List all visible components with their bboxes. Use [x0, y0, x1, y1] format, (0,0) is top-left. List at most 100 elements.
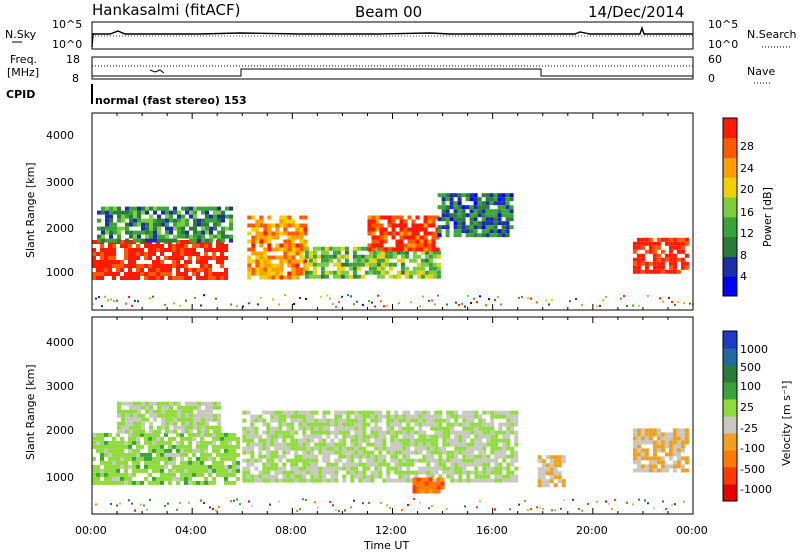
heatmap-cell — [101, 206, 105, 211]
heatmap-cell — [370, 462, 375, 467]
heatmap-cell — [212, 460, 216, 465]
heatmap-cell — [652, 249, 657, 254]
heatmap-cell — [466, 414, 471, 419]
x-tick-1: 04:00 — [175, 524, 207, 537]
heatmap-cell — [290, 466, 295, 471]
heatmap-cell — [290, 474, 295, 479]
heatmap-cell — [306, 426, 311, 431]
heatmap-cell — [432, 254, 437, 259]
heatmap-cell — [458, 442, 463, 447]
heatmap-cell — [270, 466, 275, 471]
heatmap-cell — [101, 226, 105, 231]
heatmap-cell — [322, 466, 327, 471]
velocity-colorbar — [722, 330, 738, 502]
heatmap-cell — [553, 455, 558, 460]
heatmap-cell — [266, 426, 271, 431]
heatmap-cell — [371, 239, 376, 244]
heatmap-cell — [310, 430, 315, 435]
heatmap-cell — [145, 218, 149, 223]
heatmap-cell — [221, 214, 225, 219]
heatmap-cell — [164, 440, 168, 445]
heatmap-cell — [137, 401, 141, 406]
heatmap-cell — [201, 226, 205, 231]
heatmap-cell — [247, 223, 252, 228]
heatmap-cell — [121, 226, 125, 231]
heatmap-cell — [394, 470, 399, 475]
heatmap-cell — [362, 418, 367, 423]
heatmap-cell — [200, 264, 204, 268]
heatmap-cell — [267, 255, 272, 260]
heatmap-cell — [668, 257, 673, 262]
heatmap-cell — [474, 458, 479, 463]
heatmap-cell — [200, 468, 204, 473]
x-axis-ticks — [91, 113, 694, 514]
heatmap-cell — [283, 219, 288, 224]
heatmap-cell — [117, 421, 121, 426]
heatmap-cell — [680, 448, 685, 453]
heatmap-cell — [271, 247, 276, 252]
heatmap-cell — [414, 474, 419, 479]
heatmap-cell — [367, 243, 372, 248]
heatmap-cell — [423, 231, 428, 236]
heatmap-cell — [149, 498, 151, 501]
heatmap-cell — [137, 405, 141, 410]
heatmap-cell — [282, 478, 287, 483]
heatmap-cell — [136, 276, 140, 280]
heatmap-cell — [192, 248, 196, 252]
heatmap-cell — [497, 193, 502, 198]
heatmap-cell — [514, 438, 519, 443]
heatmap-cell — [510, 414, 515, 419]
heatmap-cell — [376, 262, 381, 267]
heatmap-cell — [402, 410, 407, 415]
heatmap-cell — [250, 442, 255, 447]
heatmap-cell — [213, 222, 217, 227]
heatmap-cell — [434, 410, 439, 415]
heatmap-cell — [473, 217, 478, 222]
heatmap-cell — [92, 456, 96, 461]
heatmap-cell — [291, 263, 296, 268]
heatmap-cell — [302, 414, 307, 419]
heatmap-cell — [636, 444, 641, 449]
heatmap-cell — [200, 440, 204, 445]
heatmap-cell — [358, 462, 363, 467]
heatmap-cell — [406, 418, 411, 423]
heatmap-cell — [467, 294, 469, 297]
heatmap-cell — [169, 409, 173, 414]
freq-blip — [149, 69, 165, 74]
heatmap-cell — [482, 458, 487, 463]
heatmap-cell — [334, 422, 339, 427]
heatmap-cell — [254, 474, 259, 479]
heatmap-cell — [137, 429, 141, 434]
heatmap-cell — [614, 498, 616, 501]
heatmap-cell — [383, 305, 385, 308]
heatmap-cell — [204, 272, 208, 276]
heatmap-cell — [486, 474, 491, 479]
heatmap-cell — [116, 464, 120, 469]
heatmap-cell — [322, 426, 327, 431]
heatmap-cell — [344, 246, 349, 251]
heatmap-cell — [161, 421, 165, 426]
heatmap-cell — [676, 464, 681, 469]
heatmap-cell — [228, 464, 232, 469]
heatmap-cell — [92, 240, 96, 244]
heatmap-cell — [441, 193, 446, 198]
heatmap-cell — [436, 270, 441, 275]
heatmap-cell — [318, 446, 323, 451]
heatmap-cell — [372, 250, 377, 255]
heatmap-cell — [205, 218, 209, 223]
heatmap-cell — [105, 226, 109, 231]
heatmap-cell — [173, 226, 177, 231]
heatmap-cell — [502, 434, 507, 439]
heatmap-cell — [427, 223, 432, 228]
heatmap-cell — [498, 450, 503, 455]
heatmap-cell — [165, 230, 169, 235]
heatmap-cell — [340, 274, 345, 279]
heatmap-cell — [128, 296, 130, 298]
heatmap-cell — [428, 270, 433, 275]
heatmap-cell — [501, 221, 506, 226]
heatmap-cell — [141, 226, 145, 231]
heatmap-cell — [177, 405, 181, 410]
heatmap-cell — [415, 239, 420, 244]
heatmap-cell — [263, 235, 268, 240]
heatmap-cell — [160, 244, 164, 248]
